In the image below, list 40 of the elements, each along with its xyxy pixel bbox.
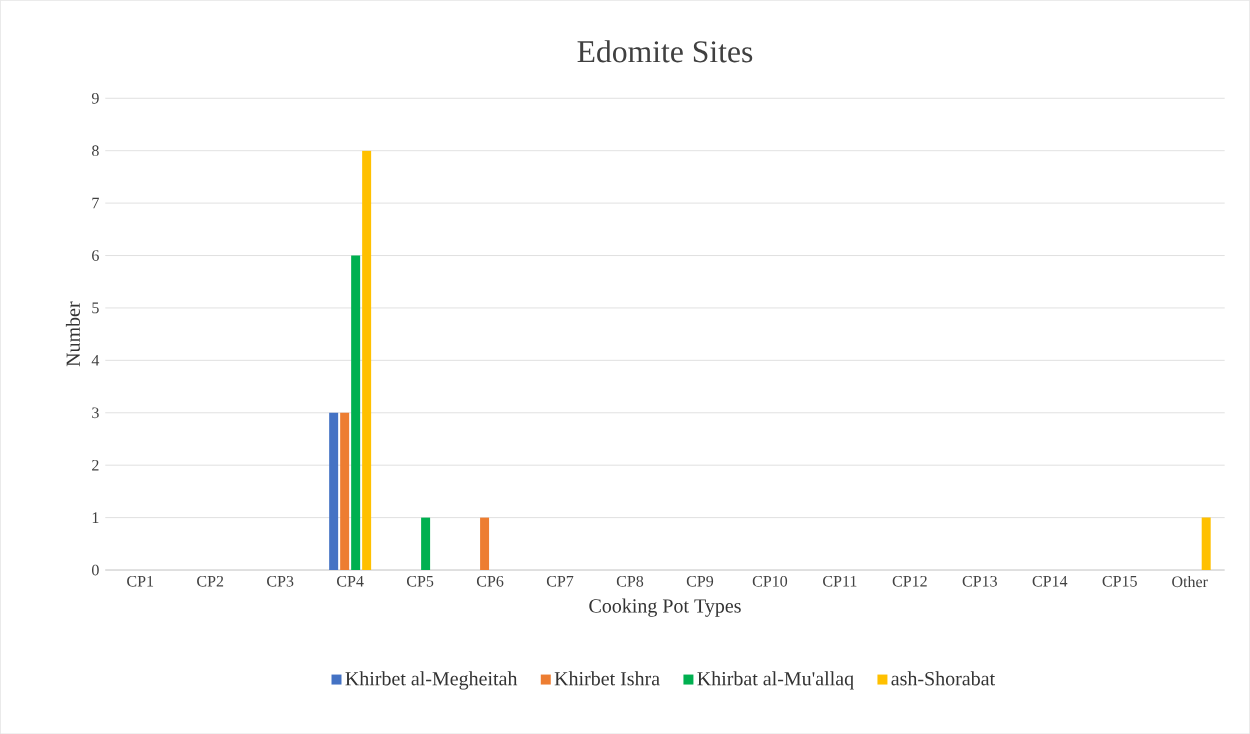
x-tick-label: CP7 <box>546 575 574 587</box>
x-tick-label: CP8 <box>616 575 644 587</box>
bar <box>480 517 490 570</box>
x-tick-label: CP4 <box>337 575 364 587</box>
x-tick-label: Other <box>1172 575 1208 588</box>
y-tick-label: 9 <box>91 92 99 104</box>
y-tick-label: 7 <box>92 197 99 209</box>
legend-label: Khirbat al-Mu'allaq <box>697 671 854 690</box>
y-tick-label: 3 <box>92 407 99 419</box>
x-tick-label: CP9 <box>686 575 714 587</box>
y-tick-label: 0 <box>92 564 99 576</box>
bar <box>351 255 361 570</box>
y-tick-label: 1 <box>92 512 99 523</box>
x-tick-label: CP3 <box>267 575 294 587</box>
x-tick-label: CP13 <box>962 575 997 587</box>
y-tick-label: 6 <box>92 250 99 261</box>
y-tick-label: 2 <box>92 459 99 471</box>
x-tick-label: CP1 <box>127 575 154 587</box>
bar <box>340 412 350 570</box>
x-axis-title: Cooking Pot Types <box>589 598 741 617</box>
x-tick-label: CP12 <box>892 575 927 587</box>
y-axis-title: Number <box>65 301 80 367</box>
x-tick-label: CP11 <box>823 575 857 587</box>
legend-label: ash-Shorabat <box>891 671 996 686</box>
y-tick-label: 4 <box>91 354 100 366</box>
chart-title: Edomite Sites <box>577 40 753 63</box>
x-tick-label: CP15 <box>1102 575 1137 587</box>
x-tick-label: CP2 <box>197 575 224 587</box>
legend-label: Khirbet al-Megheitah <box>345 671 518 690</box>
y-tick-label: 5 <box>92 302 99 314</box>
legend-label: Khirbet Ishra <box>554 671 660 686</box>
x-tick-label: CP14 <box>1032 575 1068 587</box>
bar <box>329 412 339 570</box>
x-tick-label: CP10 <box>752 575 788 587</box>
y-tick-label: 8 <box>92 145 99 156</box>
bar <box>1201 517 1211 570</box>
x-tick-label: CP5 <box>406 575 434 587</box>
bar <box>421 517 431 570</box>
bar <box>362 150 372 570</box>
x-tick-label: CP6 <box>476 575 504 587</box>
